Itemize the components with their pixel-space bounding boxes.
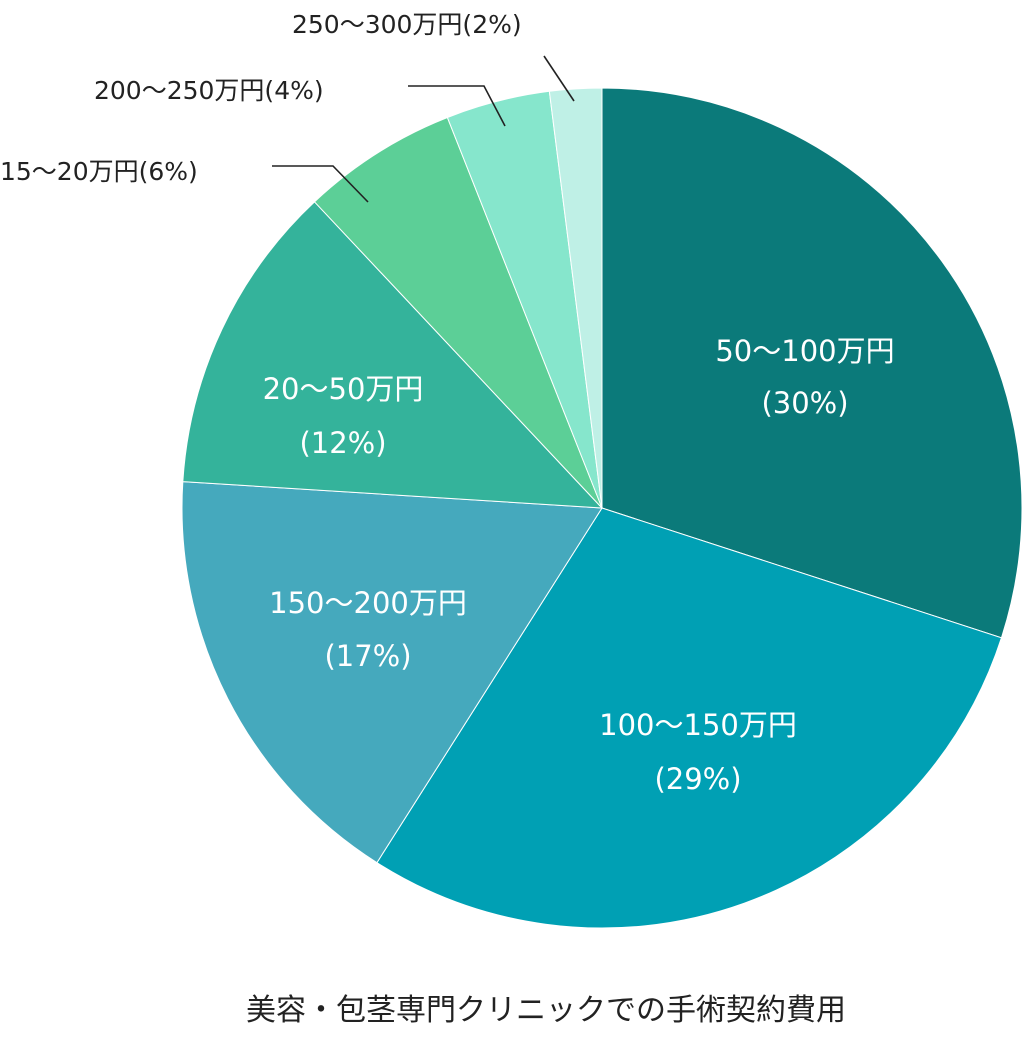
pie-slice-3 (181, 481, 603, 864)
leader-line-7 (543, 55, 575, 102)
slice-percent-2: (29%) (654, 762, 741, 796)
slice-label-2: 100〜150万円 (599, 708, 797, 742)
slice-label-1: 50〜100万円 (715, 334, 894, 368)
slice-percent-3: (17%) (324, 639, 411, 673)
slice-label-6: 200〜250万円(4%) (94, 76, 324, 105)
pie-slice-4 (182, 201, 604, 509)
pie-slice-5 (313, 116, 603, 509)
pie-slice-7 (548, 87, 603, 509)
pie-slice-1 (601, 87, 1023, 639)
slice-label-4: 20〜50万円 (263, 372, 424, 406)
slice-labels: 50〜100万円 (30%) 100〜150万円 (29%) 150〜200万円 (17%… (0, 10, 895, 796)
slice-label-5: 15〜20万円(6%) (0, 157, 198, 186)
leader-line-6 (408, 85, 506, 127)
slice-percent-4: (12%) (299, 426, 386, 460)
slice-percent-1: (30%) (761, 386, 848, 420)
pie-slice-2 (376, 507, 1003, 929)
chart-title: 美容・包茎専門クリニックでの手術契約費用 (246, 993, 846, 1028)
leader-line-5 (272, 165, 369, 203)
slice-label-7: 250〜300万円(2%) (292, 10, 522, 39)
pie-slices (181, 87, 1023, 929)
slice-label-3: 150〜200万円 (269, 586, 467, 620)
leader-lines (272, 55, 575, 203)
